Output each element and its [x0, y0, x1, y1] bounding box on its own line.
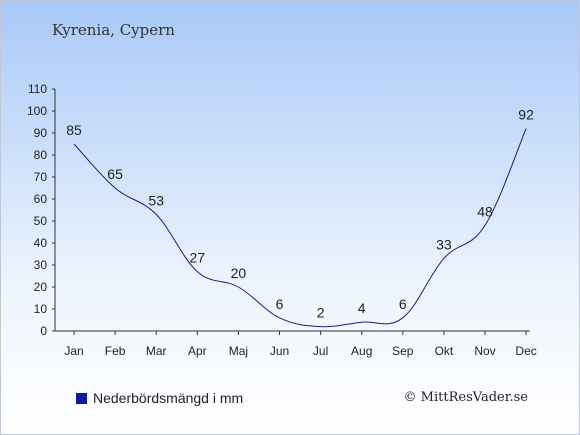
- data-label: 48: [477, 203, 493, 219]
- y-tick-label: 100: [27, 104, 47, 118]
- x-tick-label: Sep: [392, 344, 414, 358]
- x-tick-label: Nov: [474, 344, 495, 358]
- y-tick-label: 70: [34, 170, 48, 184]
- x-tick-label: Apr: [188, 344, 207, 358]
- data-label: 92: [518, 107, 534, 123]
- data-label: 33: [436, 236, 452, 252]
- data-label: 6: [276, 296, 284, 312]
- data-label: 2: [317, 305, 325, 321]
- y-tick-label: 50: [34, 214, 48, 228]
- legend: Nederbördsmängd i mm: [76, 390, 243, 406]
- y-tick-label: 90: [34, 126, 48, 140]
- y-tick-label: 20: [34, 280, 48, 294]
- x-tick-label: Mar: [146, 344, 167, 358]
- y-tick-label: 0: [40, 324, 47, 338]
- x-tick-label: Feb: [105, 344, 126, 358]
- y-tick-label: 40: [34, 236, 48, 250]
- x-tick-label: Aug: [351, 344, 372, 358]
- data-label: 85: [66, 122, 82, 138]
- y-tick-label: 30: [34, 258, 48, 272]
- data-label: 27: [190, 250, 206, 266]
- x-tick-label: Jan: [64, 344, 83, 358]
- legend-label: Nederbördsmängd i mm: [93, 390, 244, 406]
- location-title: Kyrenia, Cypern: [52, 21, 175, 39]
- data-label: 53: [148, 192, 164, 208]
- y-axis: 0 10 20 30 40 50 60 70 80 90 100 110: [27, 82, 56, 338]
- x-tick-label: Okt: [435, 344, 454, 358]
- y-tick-label: 110: [28, 82, 47, 96]
- legend-swatch: [76, 392, 87, 404]
- x-tick-label: Jun: [270, 344, 289, 358]
- x-tick-label: Maj: [229, 344, 248, 358]
- data-label: 65: [107, 166, 123, 182]
- y-tick-label: 80: [34, 148, 48, 162]
- data-label: 4: [358, 300, 366, 316]
- x-axis: Jan Feb Mar Apr Maj Jun Jul Aug Sep Okt Nov Dec: [55, 330, 537, 358]
- data-label: 6: [399, 296, 407, 312]
- x-tick-label: Jul: [313, 344, 328, 358]
- site-credit: © MittResVader.se: [403, 390, 528, 405]
- data-label: 20: [231, 265, 247, 281]
- y-tick-label: 60: [34, 192, 48, 206]
- y-tick-label: 10: [34, 302, 48, 316]
- precipitation-line: [73, 128, 527, 328]
- data-labels: 85 65 53 27 20 6 2 4 6 33 48 92: [66, 107, 534, 321]
- x-tick-label: Dec: [515, 344, 536, 358]
